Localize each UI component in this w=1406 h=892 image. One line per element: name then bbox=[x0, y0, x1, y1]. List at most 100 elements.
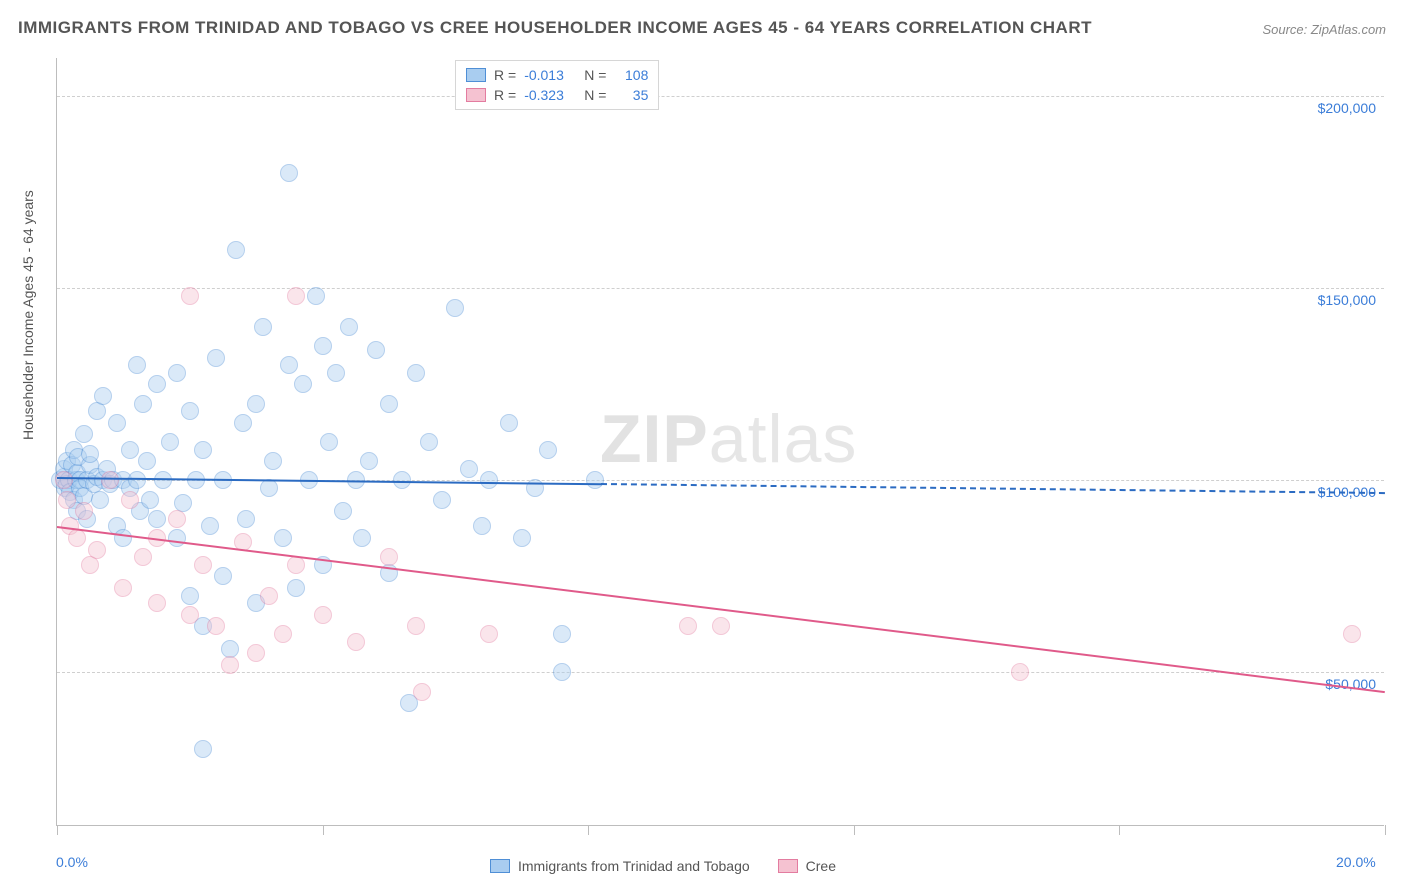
scatter-point bbox=[168, 364, 186, 382]
scatter-point bbox=[347, 633, 365, 651]
legend-r-label: R = bbox=[494, 65, 516, 85]
scatter-point bbox=[433, 491, 451, 509]
scatter-point bbox=[1011, 663, 1029, 681]
legend-n-label: N = bbox=[584, 85, 606, 105]
x-tick bbox=[588, 825, 589, 835]
legend-swatch bbox=[466, 68, 486, 82]
scatter-point bbox=[94, 387, 112, 405]
scatter-point bbox=[194, 441, 212, 459]
x-axis-min-label: 0.0% bbox=[56, 854, 88, 870]
scatter-point bbox=[234, 414, 252, 432]
scatter-point bbox=[207, 349, 225, 367]
scatter-point bbox=[473, 517, 491, 535]
legend-row: R =-0.013N =108 bbox=[466, 65, 648, 85]
scatter-point bbox=[194, 740, 212, 758]
scatter-point bbox=[254, 318, 272, 336]
x-tick bbox=[1119, 825, 1120, 835]
scatter-point bbox=[586, 471, 604, 489]
scatter-point bbox=[221, 656, 239, 674]
y-tick-label: $200,000 bbox=[1318, 100, 1376, 116]
scatter-point bbox=[68, 529, 86, 547]
scatter-point bbox=[294, 375, 312, 393]
gridline bbox=[57, 672, 1384, 673]
scatter-point bbox=[168, 529, 186, 547]
legend-correlation: R =-0.013N =108R =-0.323N =35 bbox=[455, 60, 659, 110]
scatter-point bbox=[280, 356, 298, 374]
scatter-point bbox=[121, 491, 139, 509]
scatter-point bbox=[58, 491, 76, 509]
scatter-point bbox=[214, 567, 232, 585]
chart-title: IMMIGRANTS FROM TRINIDAD AND TOBAGO VS C… bbox=[18, 18, 1092, 38]
scatter-point bbox=[314, 337, 332, 355]
legend-row: R =-0.323N =35 bbox=[466, 85, 648, 105]
scatter-point bbox=[181, 587, 199, 605]
scatter-point bbox=[101, 471, 119, 489]
scatter-point bbox=[380, 395, 398, 413]
legend-n-label: N = bbox=[584, 65, 606, 85]
legend-item: Cree bbox=[778, 858, 836, 874]
x-tick bbox=[57, 825, 58, 835]
scatter-point bbox=[75, 425, 93, 443]
x-tick bbox=[1385, 825, 1386, 835]
scatter-point bbox=[327, 364, 345, 382]
scatter-point bbox=[334, 502, 352, 520]
scatter-point bbox=[81, 556, 99, 574]
scatter-point bbox=[75, 502, 93, 520]
scatter-point bbox=[274, 529, 292, 547]
legend-swatch bbox=[778, 859, 798, 873]
scatter-point bbox=[380, 548, 398, 566]
scatter-point bbox=[280, 164, 298, 182]
scatter-point bbox=[108, 414, 126, 432]
legend-item: Immigrants from Trinidad and Tobago bbox=[490, 858, 750, 874]
source-label: Source: ZipAtlas.com bbox=[1262, 22, 1386, 37]
scatter-point bbox=[128, 471, 146, 489]
scatter-point bbox=[247, 644, 265, 662]
scatter-point bbox=[154, 471, 172, 489]
gridline bbox=[57, 288, 1384, 289]
gridline bbox=[57, 96, 1384, 97]
legend-r-label: R = bbox=[494, 85, 516, 105]
scatter-point bbox=[1343, 625, 1361, 643]
legend-label: Immigrants from Trinidad and Tobago bbox=[518, 858, 750, 874]
scatter-point bbox=[513, 529, 531, 547]
scatter-point bbox=[134, 395, 152, 413]
x-tick bbox=[854, 825, 855, 835]
scatter-point bbox=[148, 594, 166, 612]
scatter-point bbox=[679, 617, 697, 635]
scatter-point bbox=[480, 625, 498, 643]
scatter-point bbox=[260, 479, 278, 497]
legend-label: Cree bbox=[806, 858, 836, 874]
scatter-point bbox=[237, 510, 255, 528]
scatter-point bbox=[207, 617, 225, 635]
legend-swatch bbox=[466, 88, 486, 102]
scatter-point bbox=[91, 491, 109, 509]
scatter-point bbox=[287, 287, 305, 305]
scatter-point bbox=[553, 663, 571, 681]
scatter-point bbox=[460, 460, 478, 478]
scatter-point bbox=[141, 491, 159, 509]
scatter-point bbox=[407, 617, 425, 635]
scatter-point bbox=[148, 375, 166, 393]
scatter-point bbox=[367, 341, 385, 359]
scatter-point bbox=[320, 433, 338, 451]
scatter-point bbox=[88, 402, 106, 420]
y-axis-title: Householder Income Ages 45 - 64 years bbox=[20, 190, 36, 440]
legend-bottom: Immigrants from Trinidad and Tobago Cree bbox=[490, 858, 836, 874]
scatter-point bbox=[712, 617, 730, 635]
trend-line bbox=[601, 483, 1385, 494]
scatter-point bbox=[480, 471, 498, 489]
scatter-point bbox=[201, 517, 219, 535]
scatter-point bbox=[247, 395, 265, 413]
legend-r-value: -0.013 bbox=[524, 65, 576, 85]
scatter-point bbox=[539, 441, 557, 459]
scatter-point bbox=[168, 510, 186, 528]
scatter-point bbox=[353, 529, 371, 547]
scatter-point bbox=[148, 510, 166, 528]
scatter-point bbox=[264, 452, 282, 470]
scatter-point bbox=[553, 625, 571, 643]
scatter-point bbox=[446, 299, 464, 317]
scatter-point bbox=[128, 356, 146, 374]
scatter-point bbox=[340, 318, 358, 336]
scatter-point bbox=[407, 364, 425, 382]
legend-n-value: 35 bbox=[614, 85, 648, 105]
